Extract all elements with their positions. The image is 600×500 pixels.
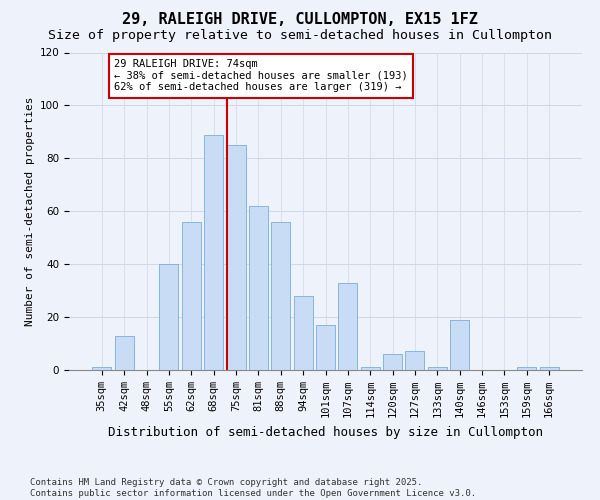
- X-axis label: Distribution of semi-detached houses by size in Cullompton: Distribution of semi-detached houses by …: [108, 426, 543, 438]
- Bar: [160, 264, 178, 370]
- Bar: [115, 336, 134, 370]
- Bar: [450, 320, 469, 370]
- Text: Size of property relative to semi-detached houses in Cullompton: Size of property relative to semi-detach…: [48, 29, 552, 42]
- Bar: [92, 368, 112, 370]
- Bar: [406, 352, 424, 370]
- Bar: [204, 134, 223, 370]
- Bar: [316, 325, 335, 370]
- Bar: [338, 282, 358, 370]
- Text: 29, RALEIGH DRIVE, CULLOMPTON, EX15 1FZ: 29, RALEIGH DRIVE, CULLOMPTON, EX15 1FZ: [122, 12, 478, 28]
- Bar: [293, 296, 313, 370]
- Bar: [428, 368, 447, 370]
- Y-axis label: Number of semi-detached properties: Number of semi-detached properties: [25, 96, 35, 326]
- Text: 29 RALEIGH DRIVE: 74sqm
← 38% of semi-detached houses are smaller (193)
62% of s: 29 RALEIGH DRIVE: 74sqm ← 38% of semi-de…: [114, 59, 408, 92]
- Bar: [249, 206, 268, 370]
- Bar: [383, 354, 402, 370]
- Bar: [182, 222, 201, 370]
- Bar: [271, 222, 290, 370]
- Bar: [361, 368, 380, 370]
- Bar: [539, 368, 559, 370]
- Bar: [517, 368, 536, 370]
- Bar: [227, 145, 245, 370]
- Text: Contains HM Land Registry data © Crown copyright and database right 2025.
Contai: Contains HM Land Registry data © Crown c…: [30, 478, 476, 498]
